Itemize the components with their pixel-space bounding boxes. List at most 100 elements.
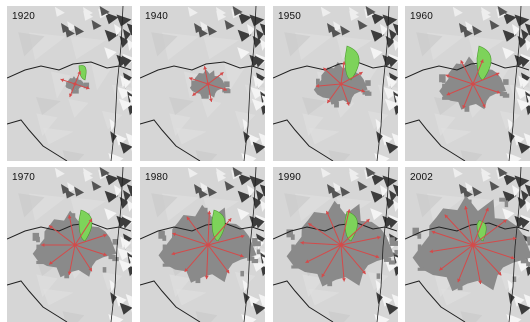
relief-ridge: [462, 27, 473, 38]
relief-ridge: [67, 21, 78, 32]
relief-ridge: [524, 184, 530, 197]
relief-ridge: [370, 47, 383, 60]
expansion-arrow: [472, 83, 486, 108]
urban-patch: [412, 227, 419, 236]
urban-patch: [316, 78, 320, 85]
terrain-facet: [70, 36, 106, 60]
expansion-arrow: [472, 244, 482, 285]
urban-patch: [224, 89, 231, 94]
boundary-line: [7, 61, 132, 79]
relief-ridge: [243, 153, 257, 161]
urban-patch: [384, 257, 392, 262]
relief-ridge: [517, 35, 527, 48]
terrain-facet: [50, 71, 71, 99]
expansion-arrow: [444, 214, 474, 246]
relief-ridge: [197, 188, 208, 199]
urban-patch: [442, 96, 450, 100]
relief-ridge: [121, 55, 132, 68]
urban-patch: [102, 267, 107, 273]
relief-ridge: [514, 175, 530, 188]
urban-patch: [334, 101, 339, 108]
expansion-arrow: [48, 225, 76, 246]
relief-ridge: [123, 189, 131, 202]
expansion-arrow: [472, 59, 484, 85]
urban-patch: [64, 272, 70, 279]
relief-ridge: [116, 14, 132, 27]
expansion-arrow: [340, 244, 346, 282]
green-area: [211, 209, 226, 242]
relief-ridge: [104, 190, 119, 203]
urban-patch: [158, 230, 165, 239]
urban-patch: [417, 267, 426, 271]
relief-ridge: [489, 19, 500, 30]
relief-ridge: [349, 10, 360, 21]
relief-ridge: [394, 256, 398, 267]
map-panel-1940: 1940: [140, 6, 265, 161]
relief-ridge: [502, 173, 517, 186]
relief-ridge: [255, 76, 264, 89]
urban-patch: [71, 213, 76, 220]
relief-ridge: [126, 23, 132, 36]
urban-patch: [451, 281, 459, 286]
terrain-facet: [151, 32, 178, 57]
urban-patch: [388, 260, 396, 265]
relief-ridge: [237, 29, 252, 42]
urban-patch: [327, 280, 333, 287]
relief-ridge: [119, 35, 129, 48]
urban-patch: [504, 200, 509, 208]
relief-ridge: [64, 188, 75, 199]
relief-ridge: [394, 95, 398, 106]
urban-patch: [394, 249, 398, 255]
relief-ridge: [333, 182, 344, 193]
expansion-arrow: [74, 244, 107, 257]
expansion-arrow: [41, 243, 75, 247]
boundary-line: [7, 119, 68, 161]
year-label: 1940: [145, 11, 169, 22]
expansion-arrow: [460, 60, 474, 85]
boundary-line: [405, 119, 466, 161]
urban-patch: [112, 257, 119, 262]
boundary-line: [508, 6, 522, 161]
map-canvas: [405, 167, 530, 322]
terrain-facet: [203, 36, 239, 60]
relief-ridge: [121, 216, 132, 229]
expansion-arrow: [69, 83, 76, 98]
relief-ridge: [104, 29, 119, 42]
year-label: 1970: [12, 172, 36, 183]
urban-patch: [59, 270, 68, 275]
expansion-arrow: [429, 244, 474, 254]
urban-patch: [251, 259, 259, 264]
terrain-facet: [336, 36, 372, 60]
relief-ridge: [326, 22, 337, 33]
relief-ridge: [393, 199, 398, 212]
map-panel-1920: 1920: [7, 6, 132, 161]
terrain-facet: [367, 110, 389, 130]
relief-ridge: [261, 256, 265, 267]
relief-ridge: [452, 6, 463, 17]
expansion-arrow: [472, 236, 517, 246]
expansion-arrow: [207, 234, 245, 246]
terrain-facet: [195, 150, 218, 161]
relief-ridge: [507, 279, 514, 292]
relief-ridge: [507, 118, 514, 131]
expansion-arrow: [472, 83, 501, 94]
relief-ridge: [254, 216, 265, 229]
relief-ridge: [125, 132, 132, 145]
relief-ridge: [207, 186, 218, 197]
expansion-arrow: [431, 230, 474, 246]
relief-ridge: [242, 279, 249, 292]
boundary-line: [273, 222, 398, 240]
relief-ridge: [524, 23, 530, 36]
expansion-arrow: [340, 71, 363, 85]
urban-patch: [365, 91, 372, 96]
terrain-facet: [175, 288, 207, 306]
map-canvas: [405, 6, 530, 161]
relief-ridge: [370, 208, 383, 221]
relief-ridge: [502, 29, 517, 42]
relief-ridge: [243, 314, 257, 322]
expansion-arrow: [207, 83, 228, 91]
urban-patch: [36, 260, 45, 265]
relief-ridge: [127, 38, 132, 51]
boundary-line: [243, 6, 257, 161]
